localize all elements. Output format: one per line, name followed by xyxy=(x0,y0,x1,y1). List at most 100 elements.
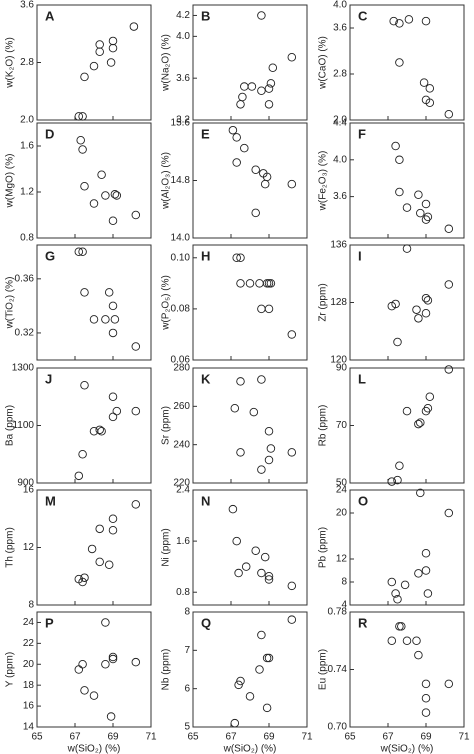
data-point xyxy=(395,58,404,67)
data-point xyxy=(423,404,433,413)
y-tick-label: 24 xyxy=(336,485,348,496)
data-point xyxy=(266,279,276,288)
data-point xyxy=(264,575,274,584)
data-point xyxy=(287,448,297,457)
y-axis-label: w(Fe₂O₃) (%) xyxy=(318,151,329,212)
data-point xyxy=(95,47,104,56)
x-tick-label: 71 xyxy=(145,732,157,743)
data-point xyxy=(402,406,412,416)
data-point xyxy=(395,155,404,165)
data-point xyxy=(108,36,118,46)
y-axis-label: w(K₂O) (%) xyxy=(5,37,16,89)
y-tick-label: 0.36 xyxy=(15,273,35,284)
data-point xyxy=(414,314,423,323)
x-tick-label: 67 xyxy=(69,732,81,743)
y-axis-label: Sr (ppm) xyxy=(161,406,172,445)
data-point xyxy=(110,315,120,324)
y-tick-label: 0.10 xyxy=(171,252,191,263)
y-tick-label: 4.2 xyxy=(176,10,190,21)
x-tick-label: 71 xyxy=(301,732,313,743)
data-point xyxy=(80,72,89,82)
y-tick-label: 8 xyxy=(184,607,190,618)
data-point xyxy=(101,618,110,627)
data-point xyxy=(78,450,87,459)
data-point xyxy=(230,404,240,413)
data-point xyxy=(264,653,274,663)
data-point xyxy=(131,342,141,351)
data-point xyxy=(106,58,116,67)
y-tick-label: 3.6 xyxy=(333,191,347,202)
y-tick-label: 2.8 xyxy=(20,57,34,68)
data-point xyxy=(393,595,402,604)
data-point xyxy=(257,304,266,314)
x-tick-label: 69 xyxy=(263,732,275,743)
data-point xyxy=(87,544,97,554)
y-tick-label: 16 xyxy=(23,701,35,712)
data-point xyxy=(108,43,118,53)
y-axis-label: Eu (ppm) xyxy=(318,649,329,690)
y-tick-label: 240 xyxy=(173,439,190,450)
y-tick-label: 4.0 xyxy=(176,31,190,42)
data-point xyxy=(108,412,118,422)
data-point xyxy=(287,330,297,339)
data-point xyxy=(264,304,274,314)
panel-label: H xyxy=(201,248,210,263)
data-point xyxy=(101,191,110,200)
data-point xyxy=(95,524,104,534)
data-point xyxy=(262,703,272,713)
data-point xyxy=(108,652,118,662)
data-point xyxy=(89,61,99,71)
data-point xyxy=(78,145,87,154)
y-tick-label: 5 xyxy=(184,722,190,733)
y-tick-label: 14.0 xyxy=(171,233,191,244)
data-point xyxy=(421,566,431,575)
data-point xyxy=(391,589,400,598)
data-point xyxy=(257,375,266,384)
data-point xyxy=(414,650,423,660)
panel-label: G xyxy=(45,248,55,263)
x-tick-label: 69 xyxy=(107,732,119,743)
y-tick-label: 2.8 xyxy=(333,69,347,80)
y-axis-label: Nb (ppm) xyxy=(161,649,172,691)
data-point xyxy=(395,461,404,471)
data-point xyxy=(421,309,431,318)
data-point xyxy=(80,181,89,191)
data-point xyxy=(393,337,402,347)
data-point xyxy=(74,112,84,121)
y-tick-label: 4 xyxy=(341,600,347,611)
data-point xyxy=(80,686,89,695)
data-point xyxy=(414,190,423,200)
panel-label: O xyxy=(358,493,368,508)
data-point xyxy=(108,301,118,311)
data-point xyxy=(268,63,278,72)
data-point xyxy=(255,279,264,288)
plot-frame xyxy=(192,489,308,606)
data-point xyxy=(402,203,412,212)
y-tick-label: 7 xyxy=(184,645,190,656)
plot-frame xyxy=(349,489,465,606)
data-point xyxy=(106,712,116,721)
plot-frame xyxy=(349,244,465,361)
panel-label: L xyxy=(358,371,366,386)
panel-label: P xyxy=(45,615,54,630)
data-point xyxy=(264,427,274,436)
y-tick-label: 260 xyxy=(173,401,190,412)
data-point xyxy=(112,406,122,416)
data-point xyxy=(395,19,404,28)
panel-label: J xyxy=(45,371,52,386)
data-point xyxy=(287,179,297,189)
data-point xyxy=(108,526,118,535)
data-point xyxy=(230,718,240,728)
y-tick-label: 280 xyxy=(173,363,190,374)
data-point xyxy=(236,279,245,288)
data-point xyxy=(131,500,141,509)
y-tick-label: 24 xyxy=(23,617,35,628)
panel-label: F xyxy=(358,126,366,141)
data-point xyxy=(245,279,255,288)
plot-frame xyxy=(349,122,465,239)
x-tick-label: 65 xyxy=(344,732,356,743)
data-point xyxy=(402,244,412,253)
x-tick-label: 67 xyxy=(225,732,237,743)
data-point xyxy=(240,143,249,153)
data-point xyxy=(236,448,245,457)
